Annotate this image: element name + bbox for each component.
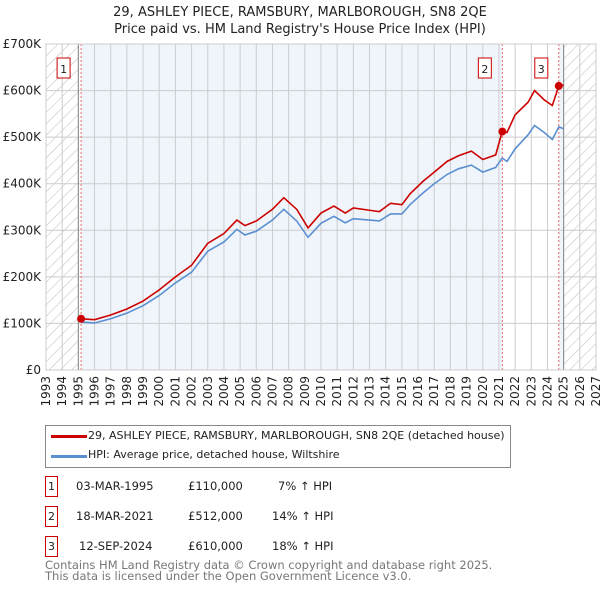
x-tick-label: 2019: [460, 376, 474, 407]
x-tick-label: 2015: [395, 376, 409, 407]
x-tick-label: 2012: [346, 376, 360, 407]
sale-date: 03-MAR-1995: [76, 479, 154, 493]
sale-price: £512,000: [188, 509, 243, 523]
x-tick-label: 1999: [136, 376, 150, 407]
series-line-hpi: [81, 124, 564, 324]
x-tick-label: 2004: [217, 376, 231, 407]
series-line-property: [81, 84, 564, 321]
shaded-period: [81, 44, 503, 370]
sale-marker-label: 3: [45, 536, 58, 557]
chart-title: 29, ASHLEY PIECE, RAMSBURY, MARLBOROUGH,…: [0, 4, 600, 38]
x-tick-label: 2013: [363, 376, 377, 407]
sale-point: [498, 127, 507, 136]
price-chart: 1993 1994 1995 1996 1997 1998 1999 2000 2001 2002…: [3, 37, 600, 407]
footer-line1: Contains HM Land Registry data © Crown c…: [45, 558, 493, 572]
x-tick-label: 2005: [233, 376, 247, 407]
sale-hpi: 7% ↑ HPI: [278, 479, 333, 493]
sale-point: [554, 81, 563, 90]
x-tick-label: 2023: [524, 376, 538, 407]
sale-label: 2: [481, 63, 488, 76]
legend: 29, ASHLEY PIECE, RAMSBURY, MARLBOROUGH,…: [45, 425, 511, 468]
y-tick-label: £500K: [3, 130, 43, 144]
x-tick-label: 2008: [282, 376, 296, 407]
x-tick-label: 2006: [249, 376, 263, 407]
y-tick-label: £400K: [3, 177, 43, 191]
x-tick-label: 2010: [314, 376, 328, 407]
x-tick-label: 2007: [265, 376, 279, 407]
shaded-period: [558, 44, 564, 370]
y-tick-label: £300K: [3, 223, 43, 237]
sale-row: 3 12-SEP-2024 £610,000 18% ↑ HPI: [45, 536, 445, 557]
x-tick-label: 2002: [185, 376, 199, 407]
sale-label-box: [477, 57, 492, 79]
sale-marker-label: 2: [45, 506, 58, 527]
sale-price: £610,000: [188, 539, 243, 553]
x-tick-label: 2017: [427, 376, 441, 407]
x-tick-label: 2021: [492, 376, 506, 407]
x-tick-label: 2003: [201, 376, 215, 407]
sale-label: 3: [538, 63, 545, 76]
x-tick-label: 1996: [88, 376, 102, 407]
y-tick-label: £0: [26, 363, 41, 377]
sale-row: 2 18-MAR-2021 £512,000 14% ↑ HPI: [45, 506, 445, 527]
y-tick-label: £700K: [3, 37, 43, 51]
sale-date: 12-SEP-2024: [79, 539, 153, 553]
x-tick-label: 1998: [120, 376, 134, 407]
x-tick-label: 2025: [557, 376, 571, 407]
sale-row: 1 03-MAR-1995 £110,000 7% ↑ HPI: [45, 476, 445, 497]
x-tick-label: 2027: [589, 376, 600, 407]
footer: Contains HM Land Registry data © Crown c…: [45, 558, 493, 583]
sale-marker-label: 1: [45, 476, 58, 497]
y-tick-label: £600K: [3, 84, 43, 98]
x-tick-label: 1997: [104, 376, 118, 407]
sale-label-box: [56, 57, 71, 79]
x-tick-label: 2000: [152, 376, 166, 407]
plot-border: [45, 43, 597, 371]
title-line: 29, ASHLEY PIECE, RAMSBURY, MARLBOROUGH,…: [113, 5, 487, 20]
x-tick-label: 2009: [298, 376, 312, 407]
sale-price: £110,000: [188, 479, 243, 493]
sale-point: [77, 314, 86, 323]
x-tick-label: 1994: [55, 376, 69, 407]
x-tick-label: 2014: [379, 376, 393, 407]
x-tick-label: 2026: [573, 376, 587, 407]
x-tick-label: 2018: [443, 376, 457, 407]
x-tick-label: 2016: [411, 376, 425, 407]
sale-label-box: [534, 57, 549, 79]
legend-hpi: HPI: Average price, detached house, Wilt…: [88, 448, 340, 461]
legend-red-swatch: [51, 435, 87, 438]
footer-line2: This data is licensed under the Open Gov…: [45, 569, 412, 583]
sale-label: 1: [60, 63, 67, 76]
x-tick-label: 2024: [540, 376, 554, 407]
x-tick-label: 2020: [476, 376, 490, 407]
subtitle-line: Price paid vs. HM Land Registry's House …: [114, 22, 486, 37]
y-tick-label: £100K: [3, 316, 43, 330]
x-tick-label: 2011: [330, 376, 344, 407]
legend-property: 29, ASHLEY PIECE, RAMSBURY, MARLBOROUGH,…: [88, 429, 505, 442]
sale-hpi: 18% ↑ HPI: [272, 539, 334, 553]
x-tick-label: 2022: [508, 376, 522, 407]
y-tick-label: £200K: [3, 270, 43, 284]
sale-hpi: 14% ↑ HPI: [272, 509, 334, 523]
x-tick-label: 2001: [168, 376, 182, 407]
x-tick-label: 1995: [71, 376, 85, 407]
sale-date: 18-MAR-2021: [76, 509, 154, 523]
x-tick-label: 1993: [39, 376, 53, 407]
legend-blue-swatch: [51, 455, 87, 458]
